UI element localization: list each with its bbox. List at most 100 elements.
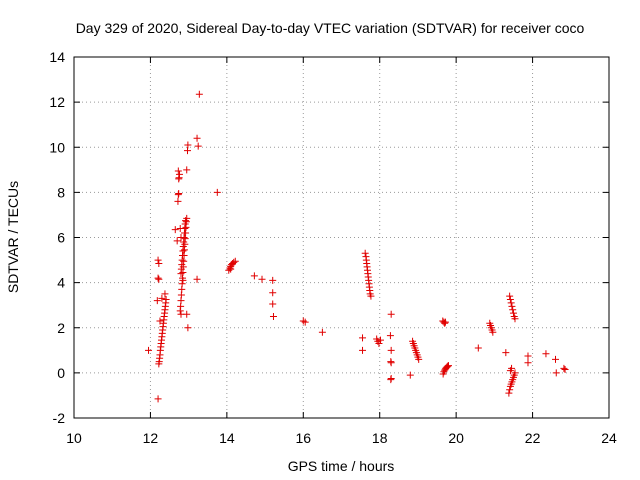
data-point [183, 166, 191, 174]
x-tick-label: 10 [66, 430, 82, 446]
grid-layer [74, 57, 609, 418]
x-tick-label: 16 [295, 430, 311, 446]
data-point [269, 312, 277, 320]
data-point [269, 289, 277, 297]
x-tick-label: 18 [372, 430, 388, 446]
data-point [269, 300, 277, 308]
data-point [387, 310, 395, 318]
data-point [301, 318, 309, 326]
data-point [174, 167, 182, 175]
points-layer [145, 90, 569, 403]
y-tick-label: 6 [57, 230, 65, 246]
data-point [183, 310, 191, 318]
data-point [174, 197, 182, 205]
y-tick-label: 10 [49, 139, 65, 155]
data-point [231, 257, 239, 265]
data-point [511, 315, 519, 323]
data-point [406, 371, 414, 379]
data-point [182, 217, 190, 225]
data-point [387, 375, 395, 383]
x-tick-label: 24 [601, 430, 617, 446]
data-point [524, 359, 532, 367]
data-point [367, 292, 375, 300]
data-point [507, 299, 515, 307]
data-point [441, 318, 449, 326]
data-point [269, 276, 277, 284]
data-point [502, 349, 510, 357]
data-point [193, 134, 201, 142]
data-point [161, 290, 169, 298]
data-point [506, 296, 514, 304]
data-point [524, 352, 532, 360]
data-point [258, 275, 266, 283]
data-point [387, 346, 395, 354]
y-tick-label: -2 [53, 410, 66, 426]
data-point [155, 275, 163, 283]
data-point [250, 272, 258, 280]
data-point [171, 226, 179, 234]
data-point [506, 386, 514, 394]
data-point [175, 170, 183, 178]
data-point [162, 296, 170, 304]
data-point [443, 363, 451, 371]
data-point [193, 275, 201, 283]
data-point [318, 328, 326, 336]
data-point [158, 294, 166, 302]
data-point [511, 369, 519, 377]
x-axis-label: GPS time / hours [288, 458, 395, 474]
data-point [445, 362, 452, 370]
data-point [508, 302, 516, 310]
y-tick-label: 12 [49, 94, 65, 110]
data-point [489, 328, 497, 336]
data-point [155, 259, 163, 267]
x-tick-label: 22 [525, 430, 541, 446]
data-point [415, 355, 423, 363]
data-point [184, 141, 192, 149]
data-point [194, 142, 202, 150]
x-tick-label: 12 [143, 430, 159, 446]
data-point [230, 258, 238, 266]
data-point [299, 317, 307, 325]
data-point [441, 319, 449, 327]
data-point [154, 274, 162, 282]
data-point [552, 369, 560, 377]
y-tick-label: 8 [57, 184, 65, 200]
y-axis-label: SDTVAR / TECUs [5, 181, 21, 293]
data-point [361, 249, 369, 257]
data-point [387, 359, 395, 367]
data-point [375, 340, 383, 348]
data-point [153, 297, 161, 305]
data-point [173, 237, 181, 245]
data-point [505, 389, 513, 397]
data-point [440, 368, 448, 376]
data-point [213, 188, 221, 196]
y-tick-label: 2 [57, 320, 65, 336]
data-point [386, 332, 394, 340]
data-point [154, 256, 162, 264]
data-point [226, 264, 234, 272]
data-point [154, 395, 162, 403]
data-point [376, 336, 384, 344]
data-point [359, 334, 367, 342]
data-point [474, 344, 482, 352]
data-point [508, 364, 516, 372]
data-point [195, 90, 203, 98]
y-tick-label: 4 [57, 275, 65, 291]
data-point [175, 190, 183, 198]
data-point [509, 309, 517, 317]
x-tick-label: 14 [219, 430, 235, 446]
data-point [542, 350, 550, 358]
data-point [227, 265, 235, 273]
data-point [552, 355, 559, 363]
data-point [560, 364, 568, 372]
y-tick-label: 0 [57, 365, 65, 381]
data-point [561, 365, 569, 373]
chart-title: Day 329 of 2020, Sidereal Day-to-day VTE… [76, 20, 585, 36]
y-tick-label: 14 [49, 49, 65, 65]
data-point [509, 306, 517, 314]
data-point [506, 292, 514, 300]
data-point [359, 346, 367, 354]
